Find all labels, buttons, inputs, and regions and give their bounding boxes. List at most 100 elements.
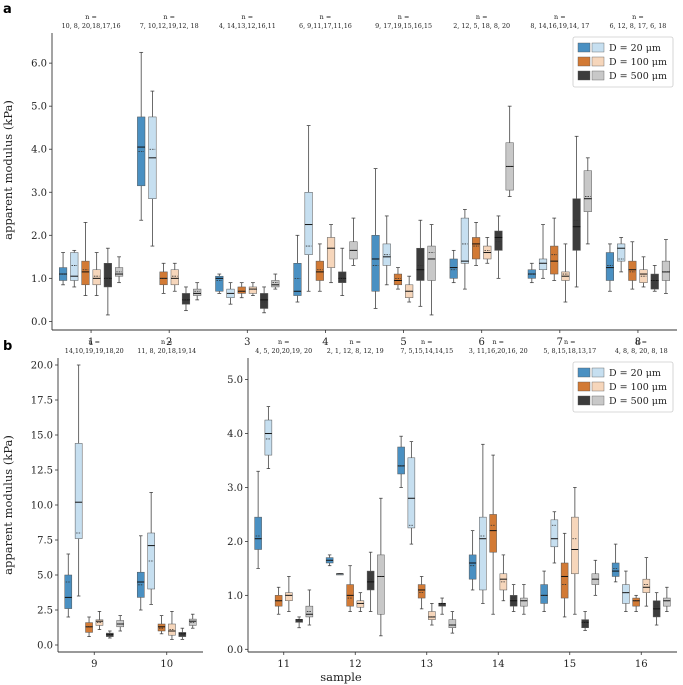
n-count-prefix: n = (161, 338, 173, 346)
y-tick-label: 15.0 (31, 431, 53, 442)
box-plot (274, 586, 283, 615)
box-iqr (377, 554, 385, 615)
n-count-prefix: n = (635, 338, 647, 346)
y-tick-label: 17.5 (31, 396, 53, 407)
box-plot (561, 243, 570, 303)
box-plot (248, 282, 257, 296)
box-iqr (628, 260, 637, 281)
box-iqr (103, 263, 112, 288)
box-plot (81, 221, 90, 296)
box-plot (356, 592, 365, 612)
box-iqr (583, 170, 592, 212)
n-count-prefix: n = (564, 338, 576, 346)
box-plot (159, 262, 168, 294)
box-plot (147, 491, 155, 605)
y-tick-label: 10.0 (31, 501, 53, 512)
box-plot (215, 273, 224, 294)
box-plot (315, 243, 324, 292)
box-iqr (560, 562, 569, 599)
legend-swatch-dark (577, 395, 591, 406)
box-plot (581, 611, 589, 631)
legend-swatch-dark (577, 56, 591, 67)
box-plot (116, 615, 125, 632)
box-iqr (304, 192, 313, 255)
box-plot (550, 217, 559, 281)
box-iqr (248, 286, 257, 294)
box-plot (472, 221, 481, 266)
box-plot (632, 594, 640, 612)
box-plot (271, 273, 280, 290)
box-plot (285, 576, 293, 612)
legend-entry: D = 20 μm (609, 368, 661, 379)
box-plot (393, 267, 403, 290)
x-tick-label: 2 (166, 337, 172, 348)
box-plot (178, 627, 187, 640)
legend-entry: D = 500 μm (609, 71, 667, 82)
box-iqr (494, 230, 503, 251)
y-tick-label: 0.0 (31, 317, 47, 328)
box-iqr (264, 419, 273, 456)
box-iqr (178, 632, 187, 637)
n-count-label: 2, 12, 5, 18, 8, 20 (453, 22, 510, 30)
box-plot (148, 90, 157, 247)
box-iqr (170, 269, 179, 286)
box-plot (325, 554, 334, 567)
box-iqr (157, 623, 166, 632)
n-count-label: 9, 17,19,15,16,15 (375, 22, 432, 30)
n-count-prefix: n = (476, 13, 488, 21)
box-plot (572, 135, 581, 288)
box-plot (494, 215, 503, 279)
n-count-label: 7, 5,15,14,14,15 (400, 347, 453, 355)
box-iqr (663, 597, 671, 607)
x-tick-label: 15 (563, 659, 576, 670)
legend-swatch-dark (577, 367, 591, 378)
box-iqr (92, 269, 101, 286)
x-axis-label: sample (320, 670, 362, 684)
box-plot (628, 241, 637, 290)
box-iqr (550, 245, 559, 275)
n-count-label: 2, 1, 12, 8, 12, 19 (327, 347, 384, 355)
box-iqr (271, 280, 280, 288)
box-plot (663, 586, 671, 612)
box-plot (226, 282, 235, 305)
box-plot (591, 559, 600, 596)
box-iqr (417, 584, 426, 599)
x-tick-label: 5 (400, 337, 406, 348)
box-plot (366, 551, 375, 612)
n-count-prefix: n = (278, 338, 290, 346)
y-tick-label: 4.0 (31, 145, 47, 156)
box-plot (605, 243, 615, 292)
box-iqr (393, 273, 403, 286)
x-tick-label: 14 (492, 659, 505, 670)
box-plot (642, 557, 651, 607)
box-plot (338, 247, 347, 296)
box-plot (583, 157, 592, 245)
box-plot (237, 282, 246, 299)
box-plot (371, 168, 380, 309)
box-plot (264, 406, 273, 469)
n-count-label: 4, 8, 8, 20, 8, 18 (615, 347, 668, 355)
box-plot (293, 234, 302, 303)
box-plot (639, 256, 648, 288)
legend-swatch-dark (577, 381, 591, 392)
box-iqr (85, 622, 93, 633)
y-tick-label: 2.0 (31, 231, 47, 242)
box-iqr (74, 443, 83, 539)
box-plot (489, 454, 497, 615)
n-count-prefix: n = (421, 338, 433, 346)
x-tick-label: 10 (160, 659, 173, 670)
n-count-prefix: n = (163, 13, 175, 21)
box-plot (661, 239, 670, 294)
n-count-prefix: n = (349, 338, 361, 346)
box-plot (520, 584, 528, 615)
box-iqr (581, 619, 589, 628)
n-count-label: 10, 8, 20,18,17,16 (62, 22, 121, 30)
panel-b-y-axis-label: apparent modulus (kPa) (1, 435, 15, 575)
n-count-label: 6, 12, 8, 17, 6, 18 (609, 22, 666, 30)
box-iqr (326, 237, 336, 268)
legend-swatch-dark (577, 42, 591, 53)
box-plot (260, 286, 269, 314)
box-iqr (305, 605, 314, 618)
box-plot (538, 224, 548, 279)
